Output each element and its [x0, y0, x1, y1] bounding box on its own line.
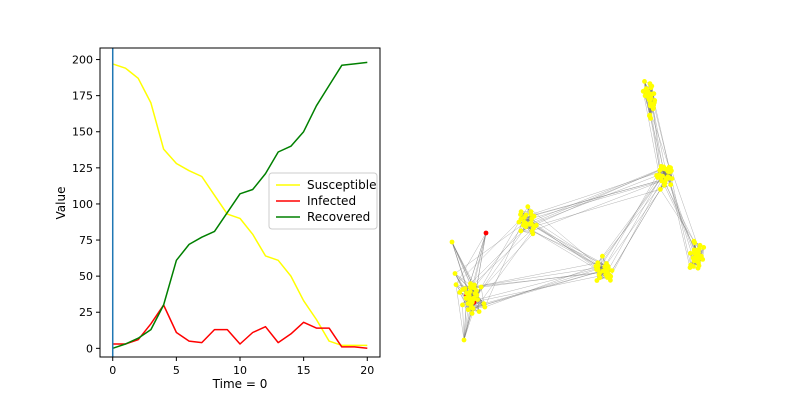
y-tick-label: 50 — [79, 270, 93, 283]
susceptible-node — [642, 88, 648, 93]
susceptible-node — [470, 306, 476, 311]
susceptible-node — [604, 261, 609, 266]
legend: Susceptible Infected Recovered — [268, 172, 378, 230]
susceptible-node — [647, 97, 653, 102]
susceptible-node — [644, 92, 649, 97]
susceptible-node — [449, 239, 455, 245]
susceptible-node — [462, 286, 468, 291]
susceptible-node — [696, 246, 702, 252]
susceptible-node — [457, 290, 463, 295]
y-tick-label: 200 — [72, 54, 93, 67]
y-axis-ticks: 0 25 50 75 100 125 150 175 200 — [72, 54, 100, 355]
susceptible-node — [468, 283, 474, 289]
susceptible-node — [452, 271, 458, 276]
susceptible-node — [533, 222, 539, 228]
susceptible-node — [465, 307, 471, 313]
susceptible-node — [609, 268, 615, 273]
infected-node — [483, 230, 489, 236]
y-tick-label: 175 — [72, 90, 93, 103]
susceptible-node — [461, 337, 467, 343]
susceptible-node — [669, 168, 674, 174]
susceptible-node — [642, 79, 647, 84]
susceptible-node — [700, 257, 706, 262]
series-line-recovered — [112, 61, 368, 350]
susceptible-node — [518, 209, 524, 215]
susceptible-node — [460, 302, 465, 308]
susceptible-node — [464, 295, 470, 300]
y-tick-label: 100 — [72, 198, 93, 211]
x-axis-ticks: 0 5 10 15 20 — [109, 357, 374, 377]
y-tick-label: 150 — [72, 126, 93, 139]
susceptible-node — [525, 204, 531, 210]
susceptible-node — [603, 267, 609, 273]
series-line-infected — [112, 304, 368, 350]
susceptible-node — [695, 256, 701, 262]
legend-box — [268, 172, 378, 230]
x-tick-label: 10 — [233, 364, 247, 377]
susceptible-node — [651, 91, 657, 97]
y-tick-label: 25 — [79, 306, 93, 319]
susceptible-node — [654, 173, 659, 178]
series-line-susceptible — [112, 63, 368, 347]
susceptible-node — [688, 262, 694, 268]
y-tick-label: 75 — [79, 234, 93, 247]
line-chart: 0 25 50 75 100 125 150 175 200 0 5 10 15 20 Value Ti… — [54, 47, 381, 391]
susceptible-node — [697, 242, 703, 248]
susceptible-node — [478, 284, 484, 290]
susceptible-node — [453, 282, 459, 288]
susceptible-node — [661, 164, 667, 170]
legend-label-infected: Infected — [307, 194, 356, 208]
susceptible-node — [464, 290, 469, 296]
susceptible-node — [597, 275, 603, 281]
legend-label-recovered: Recovered — [307, 210, 370, 224]
susceptible-node — [695, 265, 701, 271]
susceptible-node — [664, 167, 670, 173]
susceptible-node — [608, 277, 613, 283]
y-tick-label: 125 — [72, 162, 93, 175]
x-tick-label: 20 — [360, 364, 374, 377]
susceptible-node — [531, 213, 537, 219]
susceptible-node — [471, 295, 477, 301]
susceptible-node — [649, 83, 655, 89]
network-nodes — [449, 79, 707, 343]
susceptible-node — [469, 300, 475, 305]
susceptible-node — [647, 103, 653, 108]
x-axis-label: Time = 0 — [212, 377, 268, 391]
susceptible-node — [607, 272, 612, 278]
susceptible-node — [691, 247, 697, 253]
susceptible-node — [523, 224, 529, 230]
legend-label-susceptible: Susceptible — [307, 178, 376, 192]
susceptible-node — [476, 309, 482, 314]
susceptible-node — [528, 209, 534, 215]
susceptible-node — [518, 228, 524, 234]
susceptible-node — [688, 250, 693, 256]
susceptible-node — [600, 253, 605, 259]
network-graph — [449, 79, 707, 343]
susceptible-node — [660, 173, 665, 179]
x-tick-label: 5 — [173, 364, 180, 377]
susceptible-node — [665, 174, 671, 180]
susceptible-node — [467, 289, 473, 294]
susceptible-node — [528, 220, 534, 226]
plot-frame — [99, 47, 381, 358]
x-tick-label: 0 — [109, 364, 116, 377]
susceptible-node — [691, 238, 697, 244]
susceptible-node — [594, 267, 599, 272]
susceptible-node — [482, 304, 488, 310]
susceptible-node — [657, 167, 663, 173]
y-tick-label: 0 — [86, 342, 93, 355]
susceptible-node — [518, 216, 524, 222]
x-tick-label: 15 — [297, 364, 311, 377]
susceptible-node — [469, 311, 475, 316]
susceptible-node — [475, 297, 480, 302]
susceptible-node — [472, 291, 478, 296]
susceptible-node — [668, 182, 674, 188]
y-axis-label: Value — [54, 187, 68, 220]
susceptible-node — [701, 245, 707, 250]
series-lines — [112, 61, 368, 350]
susceptible-node — [658, 186, 663, 192]
susceptible-node — [648, 116, 654, 121]
